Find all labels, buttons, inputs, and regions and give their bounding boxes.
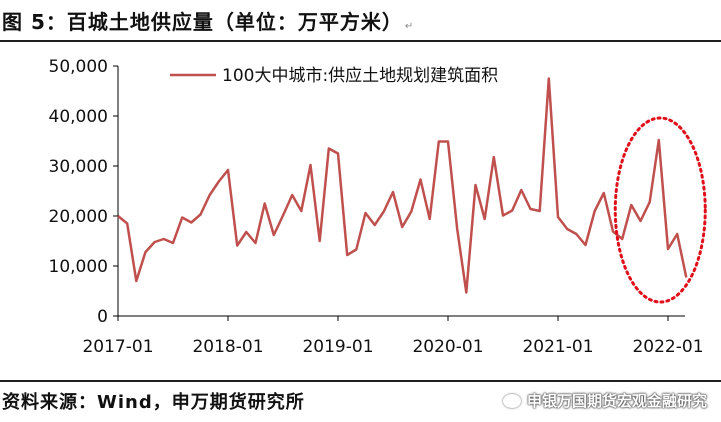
y-tick-label: 20,000	[49, 207, 108, 227]
watermark-text: 申银万国期货宏观金融研究	[526, 392, 707, 410]
y-tick-label: 40,000	[49, 107, 108, 127]
x-tick-label: 2022-01	[632, 337, 703, 357]
y-tick-label: 30,000	[49, 157, 108, 177]
highlight-ellipse	[613, 116, 707, 304]
series-line	[117, 77, 688, 294]
figure-title: 图 5：百城土地供应量（单位：万平方米） ↵	[2, 6, 414, 35]
x-tick-label: 2017-01	[82, 337, 153, 357]
paragraph-mark-icon: ↵	[404, 21, 415, 32]
x-tick-label: 2020-01	[412, 337, 483, 357]
x-tick-label: 2021-01	[522, 337, 593, 357]
x-tick-label: 2019-01	[302, 337, 373, 357]
line-chart: 0 10,000 20,000 30,000 40,000 50,000 2017-01 20…	[49, 57, 707, 357]
y-tick-label: 0	[97, 307, 108, 327]
watermark: 申银万国期货宏观金融研究	[502, 390, 707, 411]
title-bar: 图 5：百城土地供应量（单位：万平方米） ↵	[0, 0, 721, 42]
legend-label: 100大中城市:供应土地规划建筑面积	[222, 66, 498, 86]
wechat-icon	[502, 393, 521, 408]
source-bar: 资料来源：Wind，申万期货研究所 申银万国期货宏观金融研究	[0, 380, 721, 422]
source-note: 资料来源：Wind，申万期货研究所	[2, 392, 305, 413]
figure-title-text: 图 5：百城土地供应量（单位：万平方米）	[2, 10, 403, 34]
y-tick-label: 50,000	[49, 57, 108, 77]
x-tick-label: 2018-01	[192, 337, 263, 357]
y-tick-label: 10,000	[49, 257, 108, 277]
